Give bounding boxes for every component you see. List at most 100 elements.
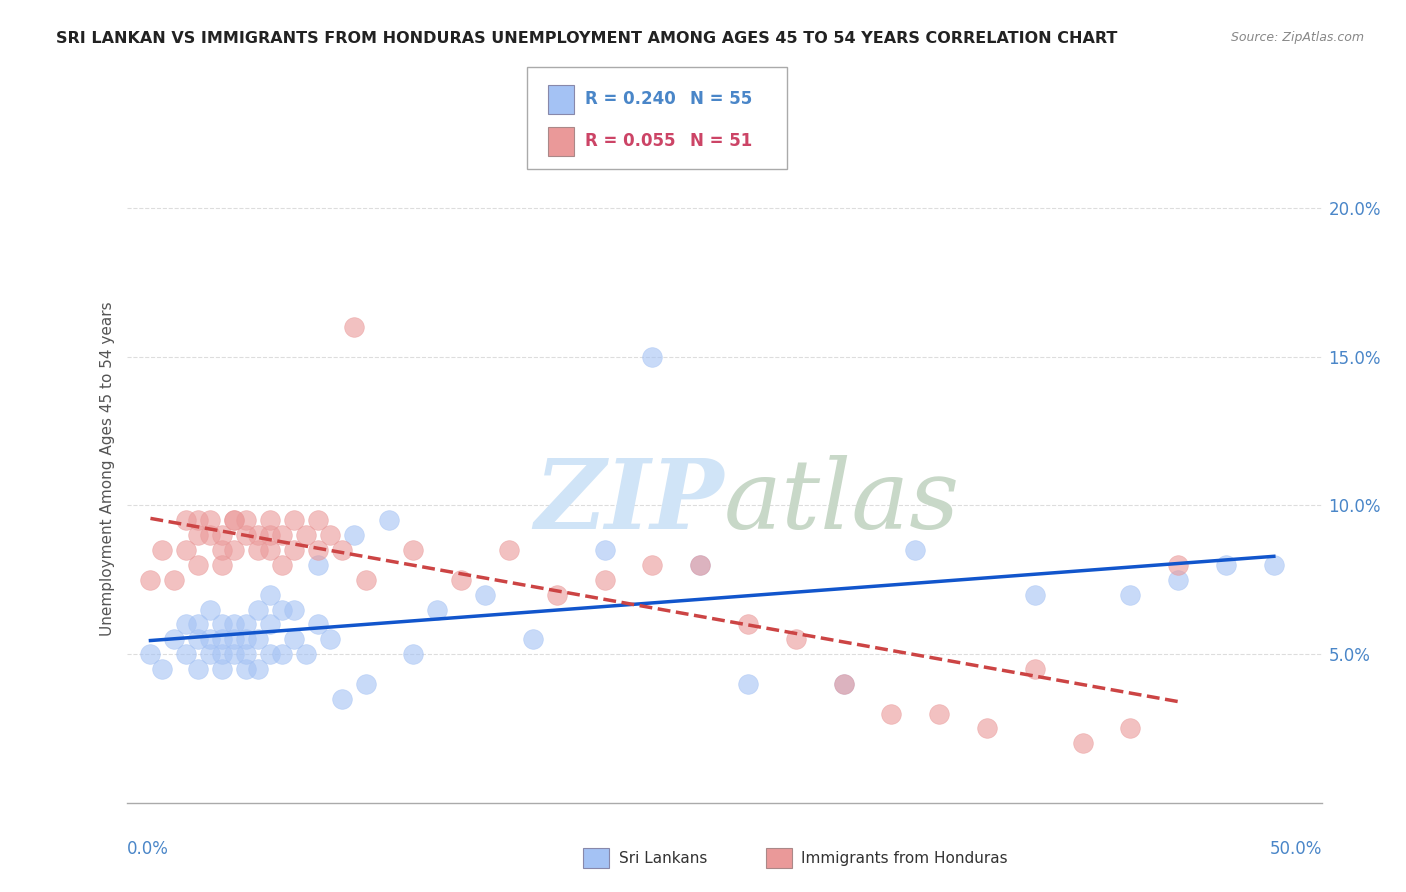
Point	[187, 528, 209, 542]
Point	[211, 543, 233, 558]
Point	[354, 573, 377, 587]
Point	[318, 528, 342, 542]
Point	[235, 632, 257, 647]
Point	[200, 602, 222, 616]
Point	[593, 543, 616, 558]
Point	[150, 543, 174, 558]
Text: R = 0.055: R = 0.055	[585, 132, 675, 151]
Point	[270, 528, 294, 542]
Point	[737, 617, 759, 632]
Point	[1024, 588, 1046, 602]
Point	[294, 528, 316, 542]
Point	[247, 528, 270, 542]
Point	[343, 320, 366, 334]
Point	[174, 513, 197, 527]
Point	[593, 573, 616, 587]
Point	[187, 558, 209, 572]
Point	[187, 662, 209, 676]
Point	[307, 617, 329, 632]
Point	[187, 632, 209, 647]
Point	[211, 617, 233, 632]
Point	[270, 558, 294, 572]
Point	[1071, 736, 1094, 750]
Point	[211, 647, 233, 661]
Point	[343, 528, 366, 542]
Point	[402, 647, 425, 661]
Point	[689, 558, 711, 572]
Point	[307, 558, 329, 572]
Point	[247, 543, 270, 558]
Text: 50.0%: 50.0%	[1270, 839, 1322, 857]
Point	[187, 513, 209, 527]
Text: ZIP: ZIP	[534, 455, 724, 549]
Point	[737, 677, 759, 691]
Point	[259, 588, 281, 602]
Point	[200, 513, 222, 527]
Point	[247, 662, 270, 676]
Point	[474, 588, 496, 602]
Point	[139, 573, 162, 587]
Point	[294, 647, 316, 661]
Text: N = 51: N = 51	[690, 132, 752, 151]
Y-axis label: Unemployment Among Ages 45 to 54 years: Unemployment Among Ages 45 to 54 years	[100, 301, 115, 636]
Point	[976, 722, 998, 736]
Point	[283, 632, 305, 647]
Text: SRI LANKAN VS IMMIGRANTS FROM HONDURAS UNEMPLOYMENT AMONG AGES 45 TO 54 YEARS CO: SRI LANKAN VS IMMIGRANTS FROM HONDURAS U…	[56, 31, 1118, 46]
Text: atlas: atlas	[724, 455, 960, 549]
Point	[150, 662, 174, 676]
Point	[211, 528, 233, 542]
Point	[330, 691, 353, 706]
Point	[247, 602, 270, 616]
Point	[222, 617, 246, 632]
Point	[200, 647, 222, 661]
Point	[1215, 558, 1237, 572]
Point	[247, 632, 270, 647]
Point	[1167, 573, 1189, 587]
Point	[222, 543, 246, 558]
Point	[222, 513, 246, 527]
Point	[163, 632, 186, 647]
Point	[259, 543, 281, 558]
Point	[354, 677, 377, 691]
Point	[522, 632, 544, 647]
Text: Sri Lankans: Sri Lankans	[619, 852, 707, 866]
Point	[307, 543, 329, 558]
Point	[235, 513, 257, 527]
Text: Immigrants from Honduras: Immigrants from Honduras	[801, 852, 1008, 866]
Point	[880, 706, 903, 721]
Point	[174, 647, 197, 661]
Point	[1024, 662, 1046, 676]
Point	[235, 528, 257, 542]
Point	[235, 647, 257, 661]
Point	[270, 647, 294, 661]
Point	[187, 617, 209, 632]
Point	[402, 543, 425, 558]
Point	[450, 573, 472, 587]
Point	[270, 602, 294, 616]
Text: R = 0.240: R = 0.240	[585, 90, 676, 108]
Point	[235, 662, 257, 676]
Point	[200, 528, 222, 542]
Text: Source: ZipAtlas.com: Source: ZipAtlas.com	[1230, 31, 1364, 45]
Point	[222, 647, 246, 661]
Point	[259, 617, 281, 632]
Point	[200, 632, 222, 647]
Point	[307, 513, 329, 527]
Point	[546, 588, 568, 602]
Text: N = 55: N = 55	[690, 90, 752, 108]
Point	[259, 647, 281, 661]
Point	[641, 558, 664, 572]
Point	[689, 558, 711, 572]
Point	[174, 617, 197, 632]
Point	[163, 573, 186, 587]
Point	[928, 706, 950, 721]
Text: 0.0%: 0.0%	[127, 839, 169, 857]
Point	[378, 513, 401, 527]
Point	[211, 632, 233, 647]
Point	[259, 528, 281, 542]
Point	[641, 350, 664, 364]
Point	[283, 602, 305, 616]
Point	[139, 647, 162, 661]
Point	[283, 543, 305, 558]
Point	[330, 543, 353, 558]
